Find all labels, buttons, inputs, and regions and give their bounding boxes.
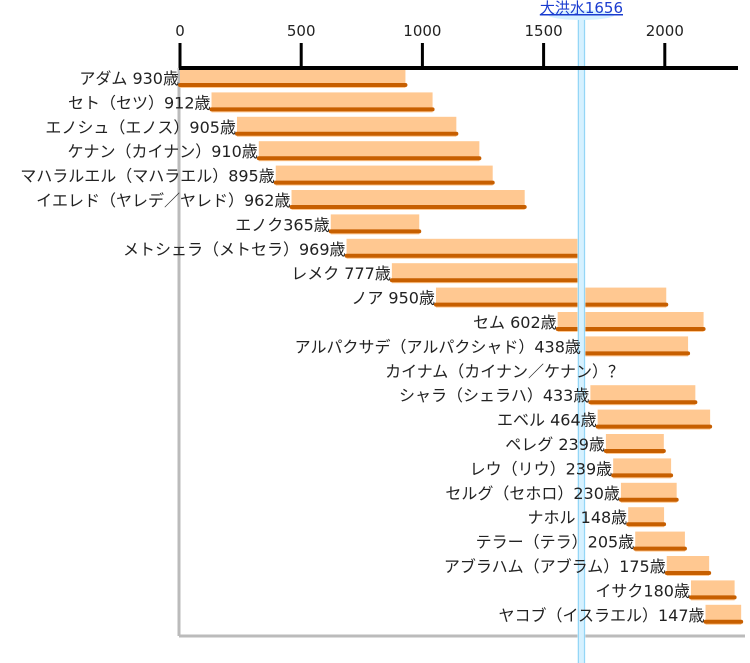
person-label: メトシェラ（メトセラ）969歳 (123, 240, 346, 259)
person-label: アブラハム（アブラム）175歳 (444, 557, 666, 576)
person-label: レウ（リウ）239歳 (470, 459, 613, 478)
person-label: エベル 464歳 (497, 411, 597, 430)
flood-label: 大洪水1656 (540, 0, 623, 17)
x-axis: 0 500 1000 1500 2000 (175, 22, 738, 70)
person-label: レメク 777歳 (291, 264, 391, 283)
x-tick-label: 2000 (646, 22, 684, 40)
person-label: ペレグ 239歳 (505, 435, 605, 454)
x-tick-label: 1000 (403, 22, 441, 40)
person-label: イサク180歳 (595, 581, 690, 600)
lifespan-bar (346, 238, 582, 259)
person-label: アダム 930歳 (79, 69, 179, 88)
x-tick-label: 500 (287, 22, 316, 40)
person-label: ナホル 148歳 (528, 508, 628, 527)
person-label: カイナム（カイナン／ケナン）？ (385, 362, 624, 381)
person-label: ノア 950歳 (351, 289, 435, 308)
person-label: セルグ（セホロ）230歳 (445, 484, 620, 503)
person-label: ヤコブ（イスラエル）147歳 (498, 606, 704, 625)
person-labels: アダム 930歳セト（セツ）912歳エノシュ（エノス）905歳ケナン（カイナン）… (20, 69, 704, 625)
person-label: アルパクサデ（アルパクシャド）438歳 (295, 337, 581, 356)
person-label: イエレド（ヤレデ／ヤレド）962歳 (36, 191, 290, 210)
x-tick-label: 1500 (525, 22, 563, 40)
person-label: エノシュ（エノス）905歳 (45, 118, 236, 137)
lifespan-bars (178, 68, 744, 625)
person-label: ケナン（カイナン）910歳 (68, 142, 258, 161)
person-label: エノク365歳 (235, 215, 330, 234)
flood-marker: 大洪水1656 (540, 0, 623, 663)
person-label: テラー（テラ）205歳 (476, 533, 635, 552)
chart-frame (177, 68, 745, 638)
person-label: セム 602歳 (473, 313, 557, 332)
flood-line (577, 14, 586, 663)
x-tick-label: 0 (175, 22, 185, 40)
person-label: セト（セツ）912歳 (68, 93, 211, 112)
person-label: シャラ（シェラハ）433歳 (399, 386, 589, 405)
flood-label-highlight (548, 10, 615, 20)
person-label: マハラルエル（マハラエル）895歳 (20, 167, 275, 186)
